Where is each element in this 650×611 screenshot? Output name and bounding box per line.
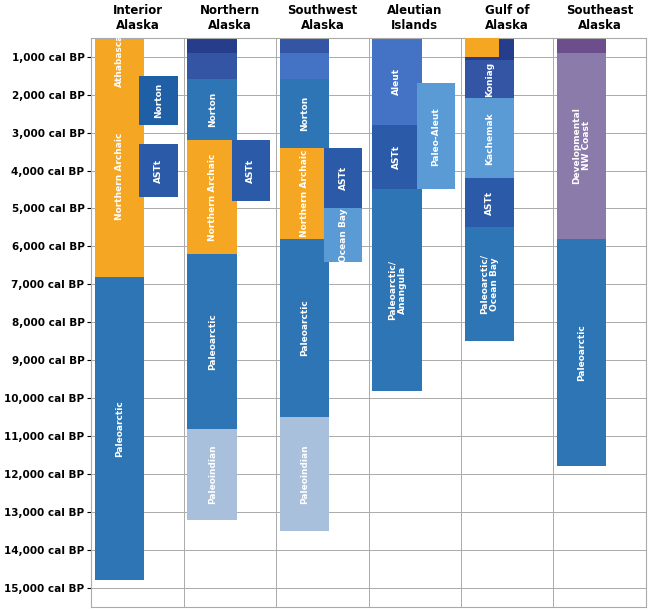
- Bar: [372, 38, 422, 125]
- Text: Paleoarctic: Paleoarctic: [577, 324, 586, 381]
- Text: Northern Archaic: Northern Archaic: [207, 153, 216, 241]
- Text: Paleoarctic: Paleoarctic: [207, 313, 216, 370]
- Bar: [187, 140, 237, 254]
- Bar: [187, 79, 237, 140]
- Bar: [187, 428, 237, 519]
- Text: Kachemak: Kachemak: [485, 112, 494, 164]
- Bar: [187, 254, 237, 428]
- Bar: [324, 148, 362, 208]
- Bar: [280, 53, 329, 79]
- Bar: [280, 148, 329, 239]
- Text: ASTt: ASTt: [485, 191, 494, 215]
- Bar: [557, 239, 606, 466]
- Text: Developmental
NW Coast: Developmental NW Coast: [572, 108, 592, 185]
- Text: Norton: Norton: [154, 82, 163, 118]
- Bar: [557, 53, 606, 239]
- Text: Ocean Bay: Ocean Bay: [339, 208, 348, 262]
- Bar: [95, 76, 144, 277]
- Bar: [231, 140, 270, 201]
- Bar: [324, 208, 362, 262]
- Text: Aleut: Aleut: [393, 68, 402, 95]
- Bar: [465, 38, 514, 60]
- Text: ASTt: ASTt: [339, 166, 348, 190]
- Text: Paleoindian: Paleoindian: [207, 444, 216, 504]
- Bar: [95, 277, 144, 580]
- Bar: [465, 60, 514, 98]
- Bar: [280, 79, 329, 148]
- Bar: [187, 53, 237, 79]
- Bar: [372, 189, 422, 390]
- Text: Paleoarctic/
Anangula: Paleoarctic/ Anangula: [387, 260, 407, 320]
- Bar: [372, 125, 422, 189]
- Text: Koniag: Koniag: [485, 62, 494, 97]
- Text: Paleoarctic: Paleoarctic: [300, 299, 309, 356]
- Text: ASTt: ASTt: [246, 158, 255, 183]
- Text: Norton: Norton: [300, 96, 309, 131]
- Text: Northern Archaic: Northern Archaic: [115, 133, 124, 220]
- Text: ASTt: ASTt: [154, 158, 163, 183]
- Text: Northern Archaic: Northern Archaic: [300, 150, 309, 237]
- Text: Paleo-Aleut: Paleo-Aleut: [431, 107, 440, 166]
- Bar: [95, 38, 144, 76]
- Text: ASTt: ASTt: [393, 145, 402, 169]
- Bar: [280, 38, 329, 53]
- Bar: [465, 38, 499, 57]
- Bar: [465, 178, 514, 227]
- Text: Norton: Norton: [207, 92, 216, 128]
- Text: Paleoarctic/
Ocean Bay: Paleoarctic/ Ocean Bay: [480, 254, 499, 314]
- Text: Paleoindian: Paleoindian: [300, 444, 309, 504]
- Bar: [280, 417, 329, 531]
- Text: Athabascan: Athabascan: [115, 27, 124, 87]
- Bar: [465, 98, 514, 178]
- Bar: [187, 38, 237, 53]
- Bar: [417, 83, 455, 189]
- Bar: [557, 38, 606, 53]
- Text: Paleoarctic: Paleoarctic: [115, 400, 124, 457]
- Bar: [139, 76, 177, 125]
- Bar: [139, 144, 177, 197]
- Bar: [465, 227, 514, 342]
- Bar: [280, 239, 329, 417]
